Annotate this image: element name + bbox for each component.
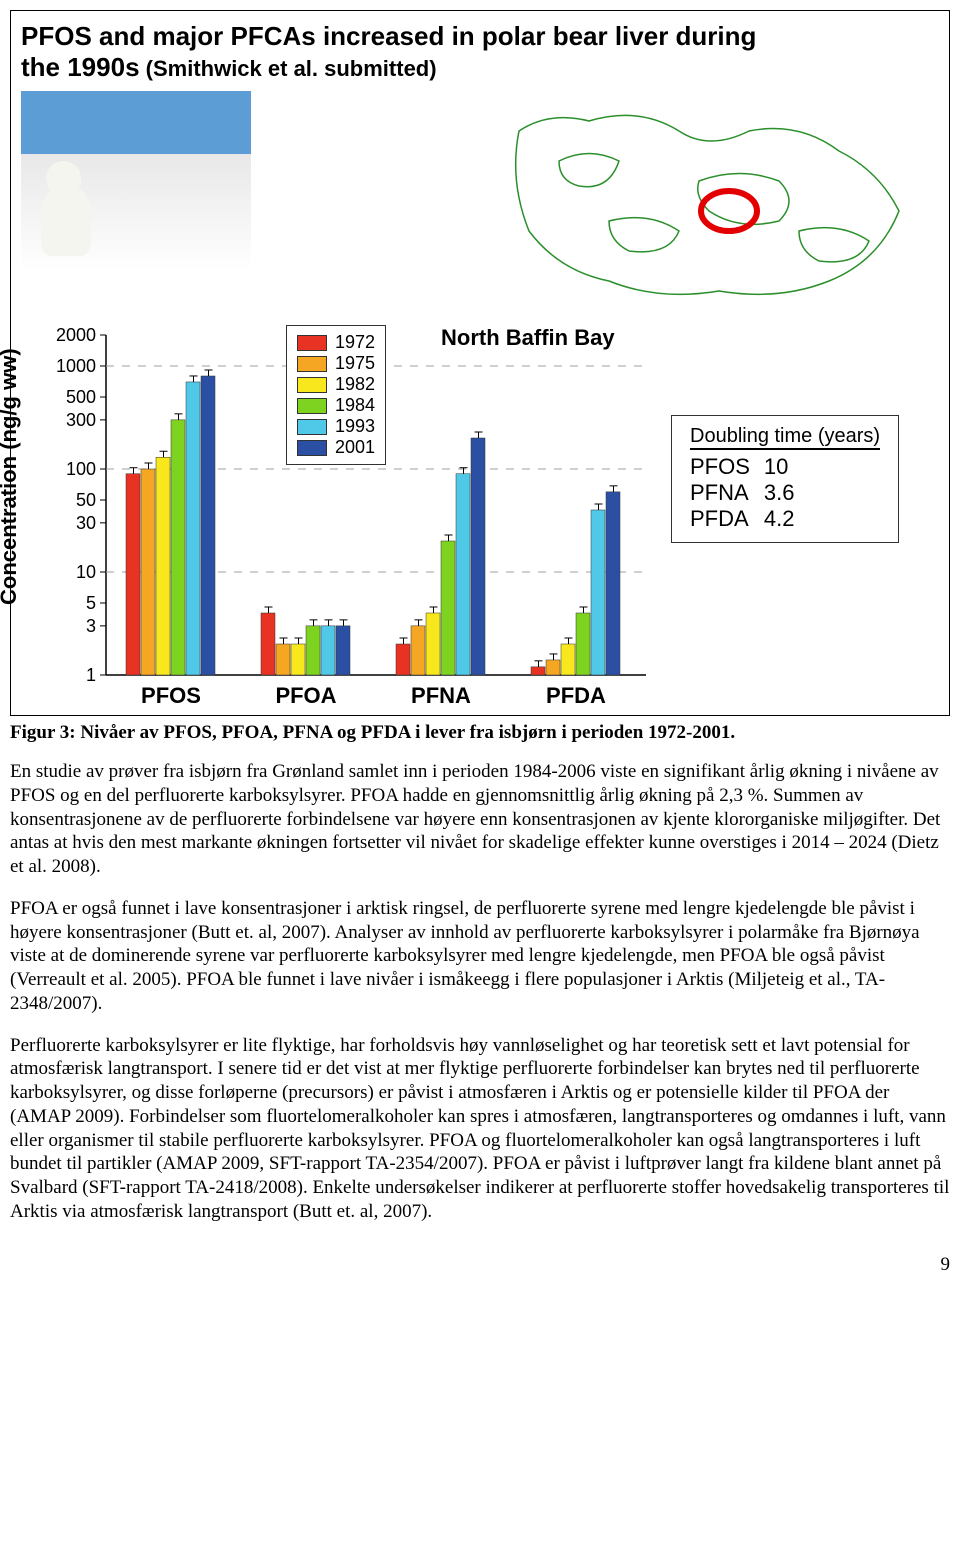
legend-label: 1975 [335,353,375,374]
paragraph-2: PFOA er også funnet i lave konsentrasjon… [10,897,950,1016]
legend-item: 1984 [297,395,375,416]
doubling-row: PFNA3.6 [690,480,809,506]
doubling-time-box: Doubling time (years) PFOS10PFNA3.6PFDA4… [671,415,899,543]
svg-text:2000: 2000 [56,325,96,345]
svg-text:50: 50 [76,490,96,510]
legend-swatch [297,398,327,414]
y-axis-label: Concentration (ng/g ww) [0,348,22,605]
legend-label: 1993 [335,416,375,437]
svg-text:1: 1 [86,665,96,685]
legend-item: 1993 [297,416,375,437]
legend-swatch [297,377,327,393]
legend-item: 1982 [297,374,375,395]
svg-text:3: 3 [86,616,96,636]
page-number: 9 [10,1254,950,1276]
top-image-row [21,91,939,321]
svg-text:500: 500 [66,387,96,407]
legend-label: 1972 [335,332,375,353]
figure-container: PFOS and major PFCAs increased in polar … [10,10,950,716]
svg-text:PFOA: PFOA [275,683,336,708]
title-line2-bold: the 1990s [21,52,140,82]
legend-item: 1975 [297,353,375,374]
legend-item: 1972 [297,332,375,353]
legend-swatch [297,440,327,456]
svg-text:100: 100 [66,459,96,479]
legend-label: 1984 [335,395,375,416]
title-line1: PFOS and major PFCAs increased in polar … [21,21,756,51]
svg-text:5: 5 [86,593,96,613]
figure-title: PFOS and major PFCAs increased in polar … [21,21,939,83]
legend-label: 1982 [335,374,375,395]
legend-swatch [297,419,327,435]
svg-text:PFDA: PFDA [546,683,606,708]
arctic-map [499,91,919,321]
paragraph-3: Perfluorerte karboksylsyrer er lite flyk… [10,1034,950,1224]
legend-label: 2001 [335,437,375,458]
legend: 197219751982198419932001 [286,325,386,465]
svg-text:PFNA: PFNA [411,683,471,708]
svg-text:1000: 1000 [56,356,96,376]
doubling-row: PFDA4.2 [690,506,809,532]
legend-swatch [297,335,327,351]
svg-text:10: 10 [76,562,96,582]
svg-text:PFOS: PFOS [141,683,201,708]
chart-title: North Baffin Bay [441,325,615,351]
bar-chart: Concentration (ng/g ww) North Baffin Bay… [21,325,661,715]
chart-area: Concentration (ng/g ww) North Baffin Bay… [21,325,939,715]
doubling-header: Doubling time (years) [690,425,880,450]
legend-item: 2001 [297,437,375,458]
title-line2-rest: (Smithwick et al. submitted) [140,56,437,81]
paragraph-1: En studie av prøver fra isbjørn fra Grøn… [10,760,950,879]
doubling-table: PFOS10PFNA3.6PFDA4.2 [690,454,809,532]
doubling-row: PFOS10 [690,454,809,480]
svg-text:300: 300 [66,410,96,430]
legend-swatch [297,356,327,372]
svg-text:30: 30 [76,513,96,533]
polar-bear-photo [21,91,251,271]
figure-caption: Figur 3: Nivåer av PFOS, PFOA, PFNA og P… [10,722,950,744]
